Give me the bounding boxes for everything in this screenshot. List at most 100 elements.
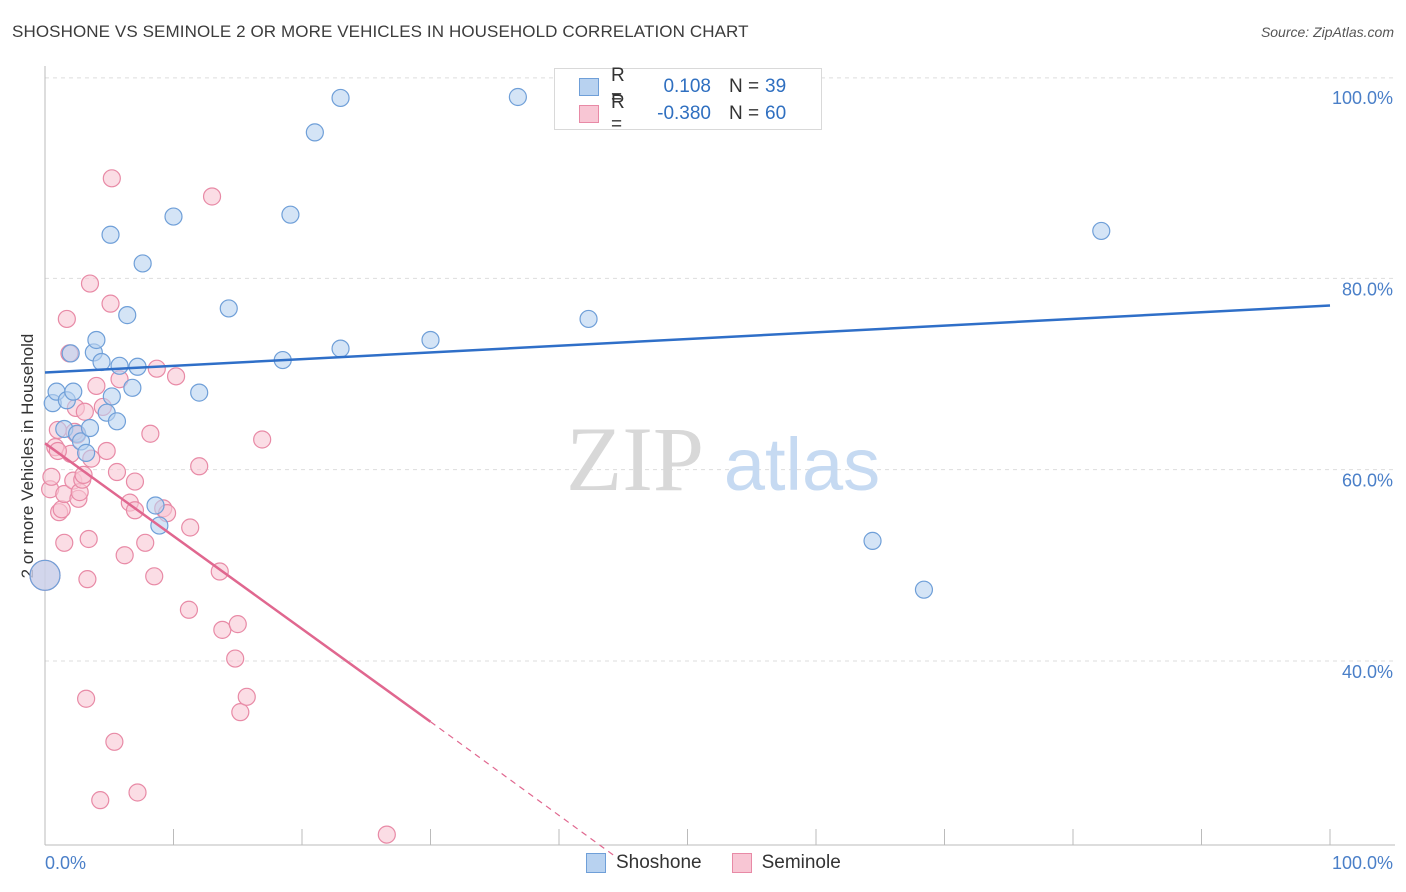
seminole-point bbox=[87, 376, 106, 396]
shoshone-point bbox=[863, 531, 882, 550]
axes bbox=[44, 66, 1395, 846]
correlation-legend: R = 0.108 N = 39 R = -0.380 N = 60 bbox=[554, 65, 822, 135]
shoshone-point bbox=[101, 225, 120, 244]
shoshone-point bbox=[914, 580, 934, 599]
gridlines bbox=[45, 77, 1395, 662]
legend-n-label: N = bbox=[729, 103, 760, 124]
seminole-point bbox=[136, 533, 155, 552]
shoshone-point bbox=[1092, 221, 1111, 241]
seminole-point bbox=[75, 402, 94, 421]
seminole-point bbox=[202, 187, 222, 206]
seminole-point bbox=[102, 169, 121, 188]
seminole-trend-extension bbox=[430, 721, 618, 859]
shoshone-point bbox=[164, 207, 183, 226]
legend-n-value-seminole: 60 bbox=[765, 103, 787, 124]
shoshone-point bbox=[102, 387, 121, 406]
legend-n-value-shoshone: 39 bbox=[765, 76, 787, 97]
legend-row-shoshone: R = 0.108 N = 39 bbox=[579, 65, 787, 108]
shoshone-point bbox=[281, 205, 300, 224]
seminole-point bbox=[57, 309, 76, 329]
chart-title: SHOSHONE VS SEMINOLE 2 OR MORE VEHICLES … bbox=[12, 22, 749, 41]
shoshone-point bbox=[61, 344, 80, 363]
seminole-point bbox=[125, 472, 145, 491]
shoshone-point bbox=[421, 330, 440, 350]
seminole-legend-swatch bbox=[731, 853, 752, 873]
shoshone-point bbox=[123, 378, 142, 397]
x-tick-labels: 0.0% 100.0% bbox=[45, 853, 1393, 873]
shoshone-point bbox=[508, 87, 527, 107]
shoshone-point bbox=[64, 382, 83, 401]
seminole-points bbox=[29, 169, 396, 844]
seminole-point bbox=[77, 689, 96, 708]
watermark-atlas: atlas bbox=[724, 423, 880, 506]
shoshone-point bbox=[29, 559, 61, 591]
y-tick-label: 80.0% bbox=[1342, 279, 1393, 299]
seminole-point bbox=[97, 441, 116, 461]
shoshone-points bbox=[29, 87, 1111, 599]
y-tick-label: 60.0% bbox=[1342, 471, 1393, 491]
shoshone-point bbox=[107, 412, 127, 431]
seminole-point bbox=[105, 732, 124, 751]
seminole-point bbox=[55, 533, 74, 552]
shoshone-swatch bbox=[579, 78, 599, 96]
seminole-point bbox=[253, 430, 272, 449]
seminole-point bbox=[115, 546, 134, 565]
shoshone-point bbox=[331, 88, 350, 108]
seminole-point bbox=[79, 529, 98, 549]
legend-r-label: R = bbox=[611, 92, 625, 135]
watermark: ZIP atlas bbox=[566, 408, 880, 510]
legend-r-label: R = bbox=[611, 65, 625, 108]
legend-r-value-seminole: -0.380 bbox=[657, 103, 711, 124]
watermark-zip: ZIP bbox=[566, 408, 704, 510]
seminole-point bbox=[80, 274, 100, 293]
series-legend: Shoshone Seminole bbox=[586, 852, 871, 874]
y-tick-label: 40.0% bbox=[1342, 662, 1393, 682]
shoshone-point bbox=[80, 418, 100, 438]
shoshone-legend-swatch bbox=[586, 853, 606, 873]
seminole-point bbox=[52, 500, 71, 519]
shoshone-point bbox=[305, 123, 324, 142]
seminole-point bbox=[107, 462, 127, 482]
seminole-point bbox=[128, 783, 147, 802]
seminole-point bbox=[74, 465, 93, 484]
seminole-point bbox=[231, 703, 250, 722]
shoshone-point bbox=[219, 299, 238, 318]
seminole-point bbox=[213, 620, 232, 639]
seminole-point bbox=[147, 359, 166, 378]
shoshone-point bbox=[190, 383, 209, 402]
shoshone-point bbox=[331, 339, 350, 358]
seminole-point bbox=[190, 457, 209, 476]
y-tick-labels: 100.0% 80.0% 60.0% 40.0% bbox=[1332, 88, 1393, 682]
seminole-point bbox=[166, 367, 186, 386]
seminole-point bbox=[42, 467, 61, 486]
seminole-trend-line bbox=[44, 442, 432, 723]
legend-r-value-shoshone: 0.108 bbox=[663, 76, 711, 97]
shoshone-point bbox=[87, 330, 106, 350]
shoshone-point bbox=[146, 496, 165, 515]
seminole-point bbox=[145, 567, 164, 586]
x-tick-label-max: 100.0% bbox=[1332, 853, 1393, 873]
shoshone-point bbox=[110, 356, 129, 375]
seminole-point bbox=[179, 600, 199, 619]
seminole-swatch bbox=[579, 105, 599, 123]
legend-label-seminole: Seminole bbox=[761, 852, 841, 873]
seminole-point bbox=[377, 825, 396, 844]
source-label: Source: ZipAtlas.com bbox=[1260, 24, 1394, 40]
shoshone-point bbox=[92, 352, 111, 372]
shoshone-point bbox=[77, 443, 96, 462]
legend-label-shoshone: Shoshone bbox=[616, 852, 702, 873]
shoshone-trend-line bbox=[44, 304, 1331, 374]
trend-lines bbox=[44, 304, 1331, 859]
seminole-point bbox=[181, 518, 200, 537]
x-tick-label-min: 0.0% bbox=[45, 853, 86, 873]
shoshone-point bbox=[579, 309, 598, 329]
legend-item-seminole[interactable]: Seminole bbox=[731, 852, 841, 874]
shoshone-point bbox=[133, 254, 152, 273]
seminole-point bbox=[237, 687, 256, 706]
shoshone-point bbox=[118, 306, 137, 325]
seminole-point bbox=[141, 424, 160, 443]
seminole-point bbox=[101, 294, 120, 313]
legend-row-seminole: R = -0.380 N = 60 bbox=[579, 92, 787, 135]
legend-item-shoshone[interactable]: Shoshone bbox=[586, 852, 702, 874]
